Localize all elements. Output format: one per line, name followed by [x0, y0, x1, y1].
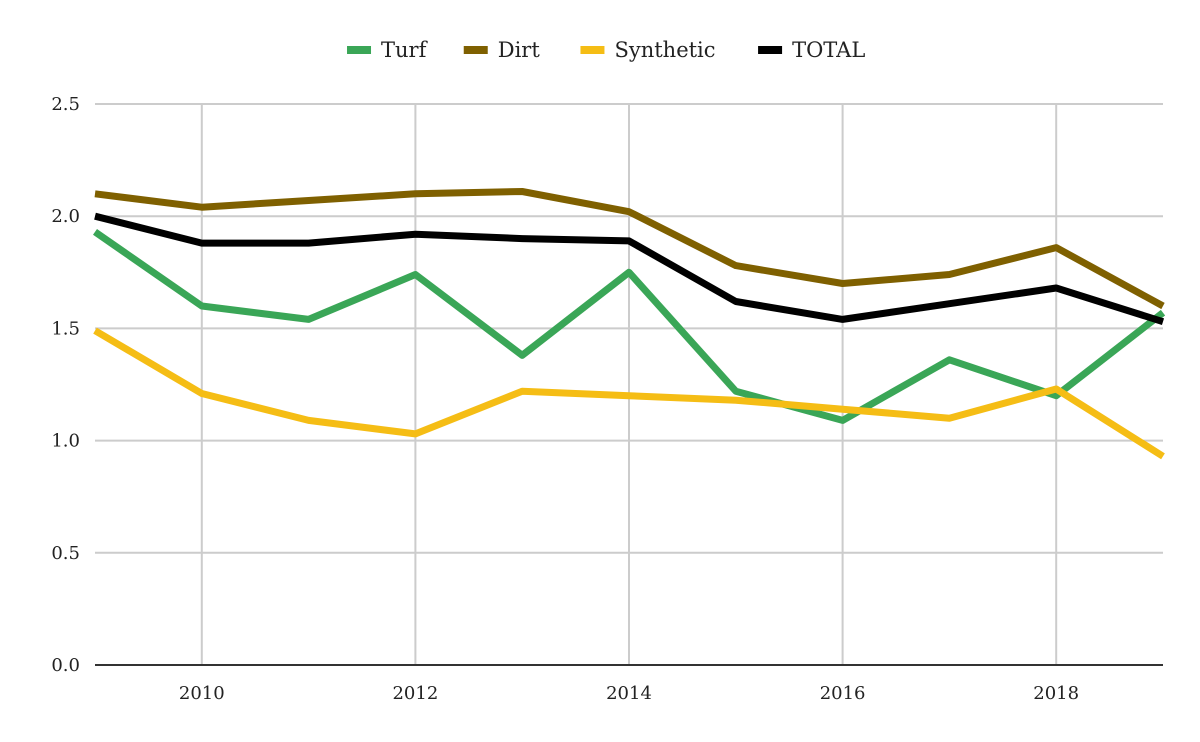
y-tick-label: 1.5	[51, 318, 80, 339]
legend-label-turf: Turf	[381, 38, 429, 62]
x-tick-label: 2018	[1033, 683, 1079, 704]
series-line-dirt	[94, 188, 1165, 310]
y-tick-label: 2.5	[51, 94, 80, 115]
x-tick-label: 2012	[392, 683, 438, 704]
x-tick-label: 2014	[606, 683, 652, 704]
legend-label-synthetic: Synthetic	[614, 38, 715, 62]
x-tick-label: 2016	[820, 683, 866, 704]
y-tick-label: 1.0	[51, 431, 80, 452]
y-tick-label: 2.0	[51, 206, 80, 227]
series-lines	[93, 188, 1166, 460]
series-line-turf	[93, 229, 1166, 424]
legend-label-dirt: Dirt	[498, 38, 541, 62]
y-tick-label: 0.5	[51, 543, 80, 564]
legend-label-total: TOTAL	[792, 38, 865, 62]
series-line-total	[94, 212, 1165, 326]
x-tick-label: 2010	[179, 683, 225, 704]
y-tick-label: 0.0	[51, 655, 80, 676]
legend: Turf Dirt Synthetic TOTAL	[347, 38, 865, 62]
gridlines	[95, 103, 1163, 665]
series-line-synthetic	[93, 327, 1165, 460]
axes: 0.0 0.5 1.0 1.5 2.0 2.5 2010 2012 2014 2016 2018	[51, 94, 1163, 704]
